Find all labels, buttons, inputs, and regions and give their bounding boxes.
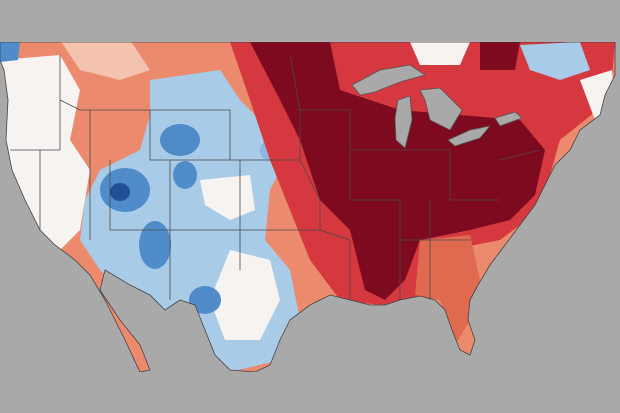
strong-warm-anomaly	[480, 42, 520, 70]
cool-core	[189, 286, 221, 314]
cool-patch-nw	[0, 42, 20, 62]
state-borders	[10, 54, 541, 300]
cool-core	[160, 124, 200, 156]
strong-warm-anomaly	[250, 42, 545, 300]
cool-core	[139, 221, 171, 269]
near-normal-patch	[200, 175, 255, 220]
cool-core	[173, 161, 197, 189]
near-normal-patch	[410, 42, 470, 65]
cool-patch-ne	[520, 42, 590, 80]
warm-anomaly-southeast	[415, 235, 480, 345]
light-anomaly-nw	[60, 42, 150, 80]
cool-core	[110, 183, 130, 201]
anomaly-field	[0, 42, 615, 372]
bottom-frame	[0, 372, 620, 413]
top-frame	[0, 0, 620, 42]
near-normal-patch	[210, 250, 280, 340]
great-lakes	[351, 64, 523, 149]
coastline	[0, 41, 616, 373]
